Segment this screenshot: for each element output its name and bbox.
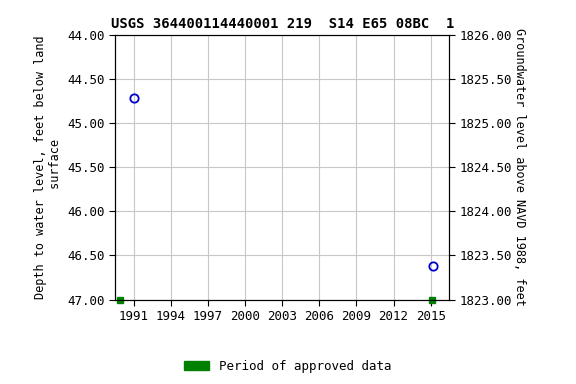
Y-axis label: Groundwater level above NAVD 1988, feet: Groundwater level above NAVD 1988, feet <box>513 28 526 306</box>
Legend: Period of approved data: Period of approved data <box>179 355 397 378</box>
Y-axis label: Depth to water level, feet below land
 surface: Depth to water level, feet below land su… <box>34 35 62 299</box>
Title: USGS 364400114440001 219  S14 E65 08BC  1: USGS 364400114440001 219 S14 E65 08BC 1 <box>111 17 454 31</box>
